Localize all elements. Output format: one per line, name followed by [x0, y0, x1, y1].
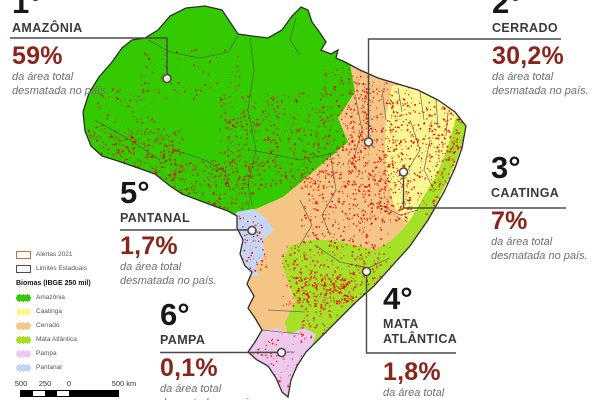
deforestation-alerts-2021 [88, 48, 465, 391]
legend-row-caatinga: Caatinga [16, 307, 91, 316]
legend-row-limits: Limites Estaduais [16, 264, 91, 273]
biome-name: PAMPA [160, 333, 206, 347]
callout-amazonia: 1° AMAZÔNIA 59% da área total desmatada … [12, 0, 106, 97]
marker-cerrado [363, 137, 374, 147]
marker-amazonia [162, 73, 172, 84]
caption-line: da área total [491, 236, 553, 248]
rank-number: 5° [120, 175, 150, 210]
scale-segment [69, 391, 118, 396]
map-legend: Alertas 2021 Limites Estaduais Biomas (I… [16, 250, 91, 372]
scale-bar-segments [20, 390, 119, 397]
caption-line: da área total [120, 261, 182, 273]
biome-swatch [16, 363, 31, 372]
caption-line: da área total [383, 387, 445, 399]
scale-tick-label: 0 [66, 379, 72, 388]
leader-markers [162, 73, 409, 358]
leader-lines [10, 37, 566, 354]
callout-mata-atlantica: 4° MATA ATLÂNTICA 1,8% da área total des… [383, 283, 480, 400]
rank-number: 6° [160, 297, 190, 332]
rank-number: 1° [12, 0, 42, 20]
country-outline [82, 5, 467, 399]
legend-label: Caatinga [36, 308, 63, 315]
percent-value: 30,2% [492, 42, 564, 70]
legend-label: Limites Estaduais [36, 265, 87, 272]
percent-value: 59% [12, 42, 63, 70]
biome-name: CAATINGA [491, 186, 560, 200]
biome-pampa [242, 328, 316, 397]
caption-line: desmatada no país [160, 397, 254, 400]
biome-amazonia [83, 6, 355, 218]
marker-mata-atlantica [361, 266, 372, 277]
scale-segment [45, 391, 57, 396]
caption-line: da área total [492, 71, 554, 83]
rank-number: 2° [492, 0, 522, 20]
biome-name: CERRADO [492, 21, 558, 35]
callout-pantanal: 5° PANTANAL 1,7% da área total desmatada… [120, 177, 217, 287]
state-boundaries [94, 17, 449, 353]
scale-tick-label: 250 [38, 379, 52, 388]
callout-caatinga: 3° CAATINGA 7% da área total desmatada n… [491, 152, 588, 262]
state-limits-swatch [16, 264, 31, 273]
caption-line: desmatada no país. [120, 274, 217, 287]
biome-swatch [16, 321, 31, 330]
biome-swatch [16, 335, 31, 344]
legend-row-amazonia: Amazônia [16, 293, 91, 302]
legend-row-cerrado: Cerrado [16, 321, 91, 330]
legend-label: Mata Atlântica [36, 336, 77, 343]
legend-biomes-header: Biomas (IBGE 250 mil) [16, 280, 91, 287]
percent-value: 7% [491, 207, 528, 235]
marker-pampa [276, 347, 287, 358]
percent-value: 1,8% [383, 358, 441, 386]
percent-value: 1,7% [120, 232, 178, 260]
scale-segment [21, 391, 33, 396]
legend-row-pampa: Pampa [16, 349, 91, 358]
callout-cerrado: 2° CERRADO 30,2% da área total desmatada… [492, 0, 589, 97]
legend-label: Pantanal [36, 364, 62, 371]
biome-swatch [16, 349, 31, 358]
caption-line: da área total [12, 71, 74, 83]
legend-row-pantanal: Pantanal [16, 363, 91, 372]
scale-tick-label: 500 km [111, 379, 137, 388]
caption-line: desmatada no país. [492, 84, 589, 97]
legend-label: Cerrado [36, 322, 60, 329]
biome-name: AMAZÔNIA [12, 21, 83, 35]
rank-number: 4° [383, 281, 413, 316]
scale-segment [33, 391, 45, 396]
marker-caatinga [398, 167, 409, 177]
marker-pantanal [247, 225, 257, 236]
biome-pantanal [234, 209, 274, 276]
callout-pampa: 6° PAMPA 0,1% da área total desmatada no… [160, 299, 254, 400]
legend-row-mata-atlantica: Mata Atlântica [16, 335, 91, 344]
legend-label: Pampa [36, 350, 57, 357]
biome-swatch [16, 293, 31, 302]
legend-row-alerts: Alertas 2021 [16, 250, 91, 259]
scale-segment [57, 391, 69, 396]
scale-tick-label: 500 [14, 379, 28, 388]
percent-value: 0,1% [160, 354, 218, 382]
rank-number: 3° [491, 150, 521, 185]
alerts-swatch [16, 250, 31, 259]
biome-name: MATA ATLÂNTICA [383, 317, 458, 346]
caption-line: desmatada no país. [491, 249, 588, 262]
legend-label: Alertas 2021 [36, 251, 73, 258]
legend-label: Amazônia [36, 294, 65, 301]
biome-name: PANTANAL [120, 211, 191, 225]
biome-swatch [16, 307, 31, 316]
caption-line: desmatada no país [12, 84, 106, 97]
caption-line: da área total [160, 383, 222, 395]
